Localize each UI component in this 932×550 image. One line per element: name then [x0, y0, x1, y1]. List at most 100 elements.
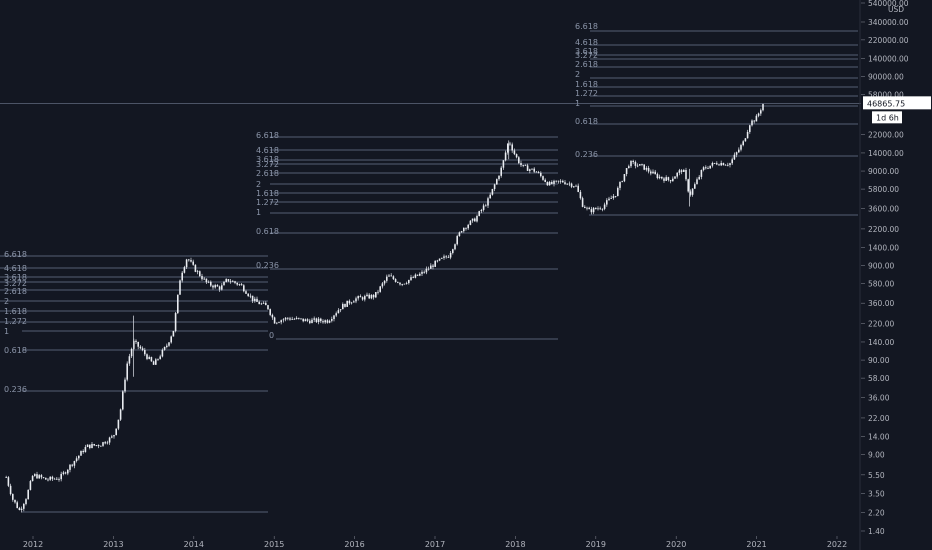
- candle: [551, 180, 553, 185]
- candle: [236, 282, 238, 286]
- candle: [557, 180, 560, 184]
- fib-level-label: 1.272: [575, 89, 598, 98]
- candle: [573, 185, 575, 188]
- candle: [227, 278, 230, 283]
- candle: [529, 168, 531, 174]
- candle: [170, 335, 172, 344]
- candle: [7, 476, 10, 488]
- candle: [577, 183, 579, 193]
- candle: [669, 179, 672, 184]
- candle: [60, 471, 62, 482]
- candle: [410, 274, 412, 281]
- candle: [588, 206, 590, 210]
- candle: [713, 162, 716, 164]
- candle: [183, 265, 186, 274]
- candle: [524, 164, 527, 166]
- candle: [586, 206, 588, 211]
- candle: [194, 264, 197, 273]
- candle: [20, 506, 23, 513]
- candle: [438, 258, 441, 262]
- candle: [344, 303, 346, 308]
- candle: [469, 220, 472, 226]
- candle: [619, 181, 621, 191]
- candle: [601, 208, 604, 212]
- candle: [643, 164, 645, 171]
- candle: [326, 319, 329, 324]
- candle: [454, 243, 456, 251]
- candle: [108, 436, 111, 445]
- candle: [355, 296, 357, 304]
- fib-level-label: 3.618: [575, 47, 598, 56]
- candle: [212, 284, 214, 290]
- candle: [104, 440, 106, 445]
- candle: [621, 180, 623, 183]
- candle: [416, 274, 419, 277]
- candle: [80, 450, 82, 456]
- candle: [634, 160, 637, 169]
- candle: [315, 317, 318, 324]
- candle: [284, 316, 287, 322]
- candle: [480, 208, 483, 214]
- time-axis[interactable]: 2012 2013 2014 2015 2016 2017 2018 2019 2020 2021…: [23, 536, 847, 549]
- candle: [698, 174, 700, 180]
- candle: [656, 172, 659, 180]
- candle: [56, 477, 58, 480]
- candle: [38, 473, 40, 479]
- candle: [73, 460, 76, 469]
- candle: [733, 152, 736, 161]
- candle: [592, 206, 595, 215]
- candle: [584, 205, 586, 209]
- candle: [95, 444, 98, 447]
- candle: [306, 318, 309, 323]
- candle: [685, 167, 687, 182]
- fib-level-label: 4.618: [575, 38, 598, 47]
- fib-level-label: 6.618: [256, 131, 279, 140]
- candle: [507, 143, 509, 155]
- candle: [100, 445, 102, 447]
- candle: [58, 477, 60, 482]
- candle: [707, 166, 709, 170]
- candle: [137, 341, 139, 350]
- candle: [496, 178, 498, 185]
- y-tick-label: 58000.00: [868, 91, 904, 100]
- candle: [425, 266, 428, 275]
- candle: [751, 119, 753, 127]
- candle: [62, 470, 65, 476]
- y-tick-label: 2.20: [868, 508, 885, 517]
- candle: [317, 317, 320, 325]
- candle: [333, 314, 335, 322]
- candle: [476, 214, 478, 223]
- candle: [663, 176, 665, 183]
- candle: [36, 471, 38, 479]
- candle: [128, 353, 131, 366]
- y-tick-label: 5.50: [868, 471, 885, 480]
- candle: [414, 273, 417, 279]
- candle: [511, 142, 513, 153]
- x-tick-label: 2022: [827, 540, 847, 549]
- candle: [97, 444, 100, 449]
- candle: [614, 195, 617, 198]
- candle: [445, 255, 447, 259]
- candle: [172, 330, 175, 337]
- candle: [447, 255, 450, 258]
- candle: [757, 112, 760, 118]
- y-tick-label: 36.00: [868, 394, 890, 403]
- candle: [676, 172, 678, 179]
- countdown-bg: [872, 111, 902, 124]
- fib-level-label: 1: [256, 208, 261, 217]
- candle: [146, 353, 148, 361]
- candle: [328, 319, 331, 324]
- candle: [630, 160, 632, 169]
- candle: [214, 283, 216, 289]
- x-tick-label: 2015: [264, 540, 284, 549]
- candle: [113, 434, 115, 439]
- candle: [542, 175, 544, 181]
- candle: [31, 475, 34, 482]
- y-tick-label: 5800.00: [868, 185, 899, 194]
- candle: [749, 124, 751, 134]
- candle: [232, 279, 234, 283]
- candle: [166, 343, 168, 349]
- candle: [689, 189, 692, 197]
